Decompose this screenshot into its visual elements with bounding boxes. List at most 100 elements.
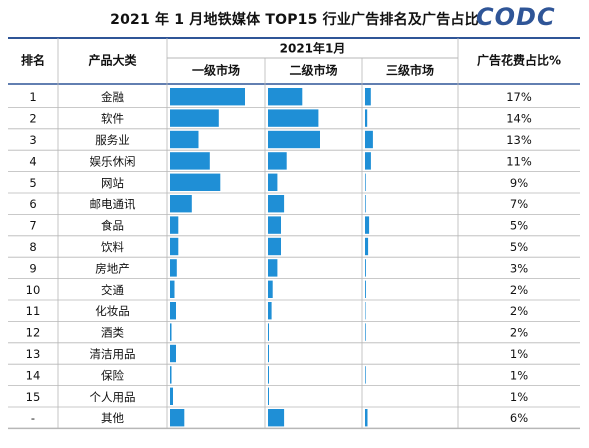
bar-tier1 <box>170 152 210 170</box>
category-cell: 金融 <box>101 90 124 104</box>
bar-tier3 <box>365 280 366 298</box>
bar-tier1 <box>170 109 219 127</box>
share-cell: 7% <box>510 197 528 211</box>
bar-tier2 <box>268 195 285 213</box>
bar-tier3 <box>365 130 373 149</box>
bar-tier2 <box>268 152 287 170</box>
bar-tier1 <box>170 259 177 277</box>
bar-tier1 <box>170 302 176 320</box>
category-cell: 食品 <box>101 219 124 233</box>
bar-tier2 <box>268 216 281 234</box>
bar-tier2 <box>268 280 273 298</box>
rank-cell: 7 <box>29 219 36 233</box>
share-cell: 14% <box>506 112 532 126</box>
share-cell: 9% <box>510 176 528 190</box>
chart-title: 2021 年 1 月地铁媒体 TOP15 行业广告排名及广告占比 <box>110 12 479 28</box>
header-tier3: 三级市场 <box>386 63 434 78</box>
bar-tier1 <box>170 387 173 405</box>
category-cell: 化妆品 <box>95 304 130 318</box>
header-month: 2021年1月 <box>280 41 346 56</box>
rank-cell: 10 <box>26 283 41 297</box>
share-cell: 17% <box>506 90 532 104</box>
bar-tier1 <box>170 237 179 256</box>
bar-tier1 <box>170 366 172 384</box>
rank-cell: 4 <box>29 154 36 168</box>
bar-tier3 <box>365 88 371 106</box>
rank-cell: - <box>31 411 35 425</box>
table-grid <box>8 37 580 430</box>
share-cell: 1% <box>510 390 528 404</box>
bar-tier2 <box>268 130 320 149</box>
bar-tier1 <box>170 130 199 149</box>
bar-tier2 <box>268 109 319 127</box>
category-cell: 交通 <box>101 283 124 297</box>
bar-tier3 <box>365 259 366 277</box>
rank-cell: 3 <box>29 133 36 147</box>
codc-logo: CODC <box>476 3 556 31</box>
share-cell: 5% <box>510 240 528 254</box>
category-cell: 保险 <box>101 368 124 382</box>
bar-tier2 <box>268 173 278 191</box>
category-cell: 邮电通讯 <box>90 197 136 211</box>
category-cell: 饮料 <box>101 240 124 254</box>
share-cell: 2% <box>510 326 528 340</box>
bar-tier3 <box>365 173 366 191</box>
bar-tier2 <box>268 323 269 341</box>
header-tier2: 二级市场 <box>289 63 337 78</box>
category-cell: 娱乐休闲 <box>90 154 136 168</box>
header-rank: 排名 <box>21 53 45 68</box>
bar-tier1 <box>170 216 179 234</box>
category-cell: 软件 <box>101 112 124 126</box>
bar-tier2 <box>268 237 281 256</box>
rank-cell: 14 <box>26 368 41 382</box>
bar-tier1 <box>170 195 192 213</box>
bar-tier1 <box>170 409 185 427</box>
bar-tier1 <box>170 88 245 106</box>
category-cell: 房地产 <box>95 261 130 275</box>
bar-tier1 <box>170 173 221 191</box>
share-cell: 5% <box>510 219 528 233</box>
category-cell: 个人用品 <box>90 390 136 404</box>
header-tier1: 一级市场 <box>192 63 240 78</box>
bar-tier2 <box>268 366 269 384</box>
share-cell: 6% <box>510 411 528 425</box>
bar-tier2 <box>268 344 269 363</box>
bar-tier2 <box>268 409 285 427</box>
category-cell: 酒类 <box>101 326 124 340</box>
bar-tier3 <box>365 216 370 234</box>
bar-tier2 <box>268 302 272 320</box>
bar-tier1 <box>170 280 175 298</box>
category-cell: 清洁用品 <box>90 347 136 361</box>
rank-cell: 2 <box>29 112 36 126</box>
bar-tier1 <box>170 344 176 363</box>
bar-tier3 <box>365 152 371 170</box>
rank-cell: 9 <box>29 261 36 275</box>
share-cell: 13% <box>506 133 532 147</box>
rank-cell: 13 <box>26 347 41 361</box>
bar-layer <box>170 88 373 427</box>
rank-cell: 11 <box>26 304 41 318</box>
bar-tier1 <box>170 323 172 341</box>
category-cell: 服务业 <box>95 133 130 147</box>
bar-tier3 <box>365 409 368 427</box>
bar-tier2 <box>268 259 278 277</box>
category-cell: 网站 <box>101 176 124 190</box>
share-cell: 2% <box>510 304 528 318</box>
rank-cell: 8 <box>29 240 36 254</box>
share-cell: 1% <box>510 368 528 382</box>
bar-tier3 <box>365 323 366 341</box>
share-cell: 1% <box>510 347 528 361</box>
bar-tier2 <box>268 88 303 106</box>
bar-tier3 <box>365 195 366 213</box>
header-category: 产品大类 <box>88 53 137 68</box>
header-share: 广告花费占比% <box>477 53 561 68</box>
bar-tier3 <box>365 237 369 256</box>
rank-cell: 15 <box>26 390 41 404</box>
share-cell: 11% <box>506 154 532 168</box>
rank-cell: 6 <box>29 197 36 211</box>
share-cell: 3% <box>510 261 528 275</box>
bar-tier3 <box>365 366 366 384</box>
bar-tier2 <box>268 387 269 405</box>
share-cell: 2% <box>510 283 528 297</box>
